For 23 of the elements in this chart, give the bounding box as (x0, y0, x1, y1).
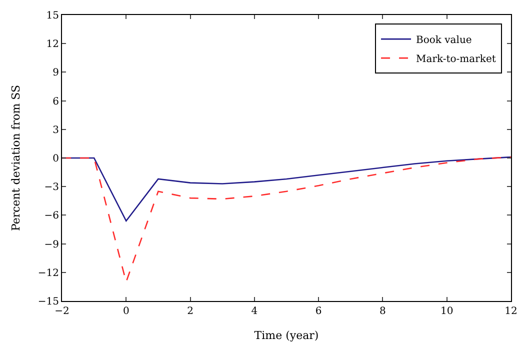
x-tick-label: 4 (251, 306, 258, 317)
y-tick-label: 0 (52, 154, 59, 164)
x-tick-label: 2 (187, 306, 194, 317)
y-tick-label: 6 (52, 96, 59, 108)
y-tick-label: 3 (52, 124, 59, 136)
x-tick-label: 8 (380, 306, 386, 317)
x-axis-title: Time (year) (254, 329, 319, 342)
legend-label: Mark-to-market (416, 54, 496, 65)
y-tick-label: −9 (44, 239, 59, 250)
legend-label: Book value (416, 34, 472, 46)
x-tick-label: 0 (122, 306, 130, 317)
x-tick-label: −2 (54, 306, 70, 317)
y-tick-label: −3 (44, 182, 59, 194)
y-tick-label: 9 (52, 68, 59, 79)
y-tick-label: 15 (46, 10, 59, 22)
y-tick-label: −15 (38, 296, 59, 308)
x-tick-label: 10 (440, 306, 454, 317)
y-tick-label: −12 (38, 268, 59, 279)
y-tick-label: 12 (46, 39, 59, 50)
y-axis-title: Percent deviation from SS (10, 84, 23, 232)
y-tick-label: −6 (44, 210, 59, 222)
x-tick-label: 12 (504, 306, 518, 317)
x-tick-label: 6 (315, 306, 322, 317)
